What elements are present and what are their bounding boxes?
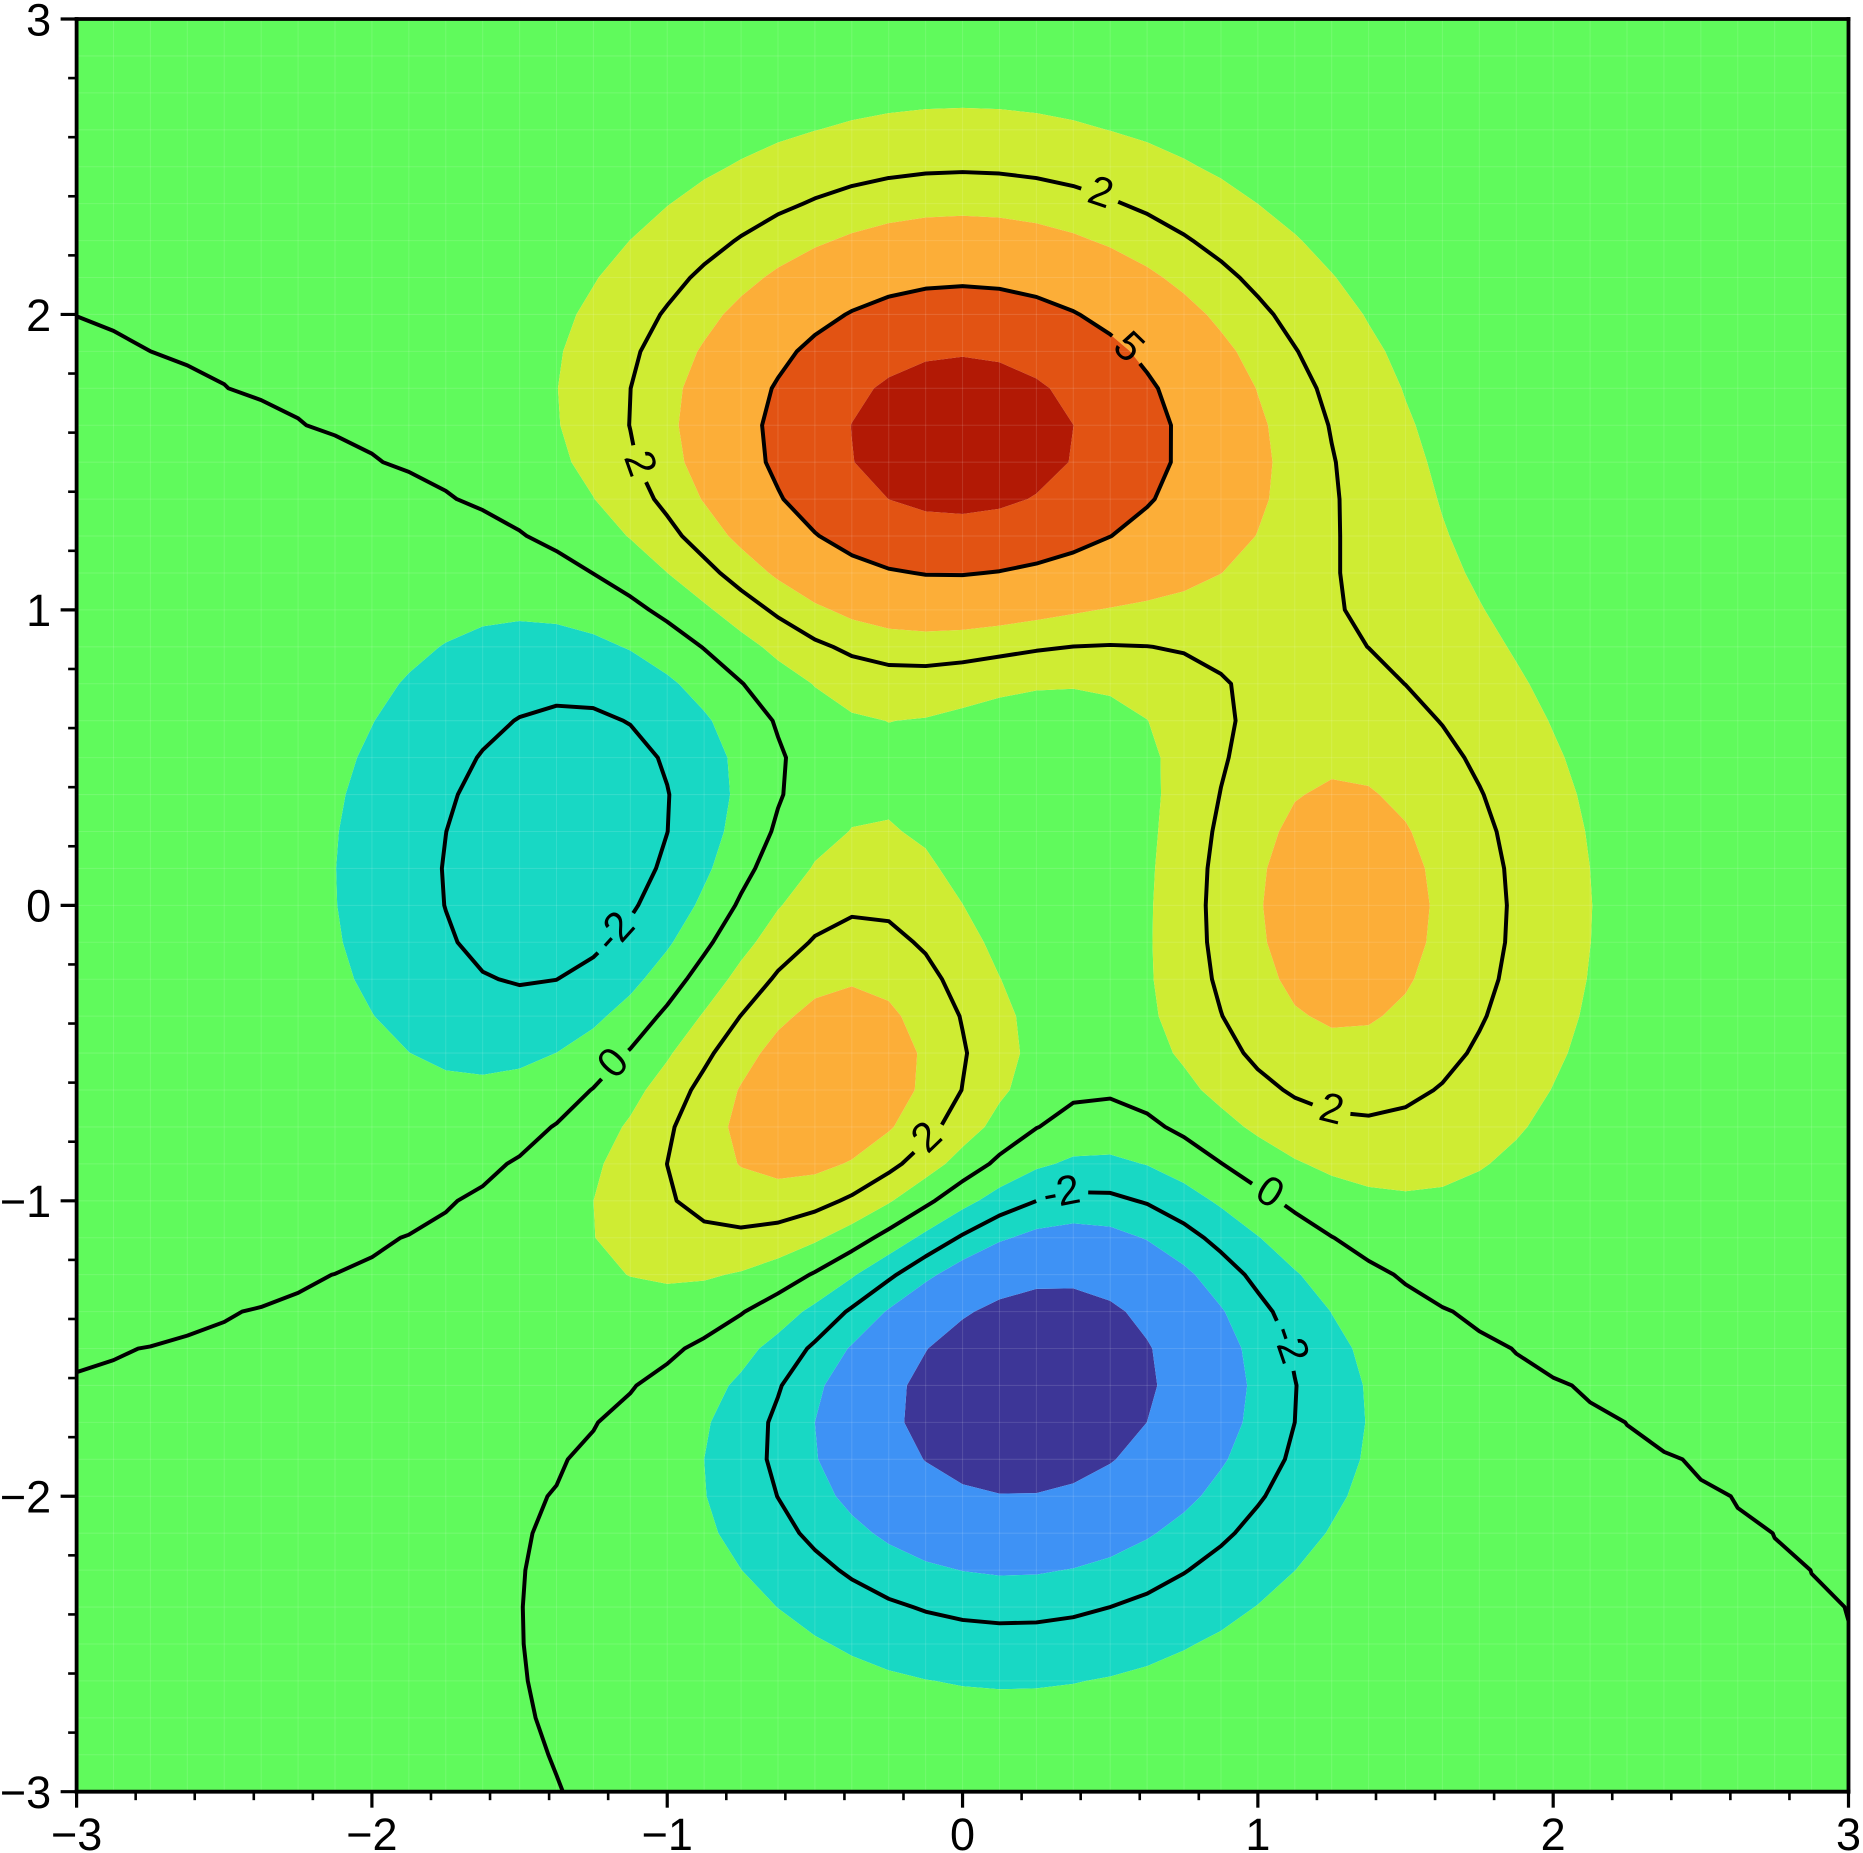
svg-text:2: 2 (1541, 1809, 1566, 1853)
svg-text:3: 3 (1836, 1809, 1861, 1853)
svg-text:3: 3 (26, 0, 51, 45)
svg-text:−3: −3 (0, 1767, 51, 1818)
svg-text:−3: −3 (51, 1809, 102, 1853)
svg-text:1: 1 (26, 585, 51, 636)
svg-text:1: 1 (1245, 1809, 1270, 1853)
svg-text:−1: −1 (0, 1176, 51, 1227)
svg-text:−2: −2 (346, 1809, 397, 1853)
svg-text:-2: -2 (1039, 1165, 1084, 1218)
svg-text:2: 2 (26, 290, 51, 341)
svg-text:0: 0 (950, 1809, 975, 1853)
svg-text:0: 0 (26, 881, 51, 932)
svg-text:−1: −1 (642, 1809, 693, 1853)
svg-text:−2: −2 (0, 1472, 51, 1523)
